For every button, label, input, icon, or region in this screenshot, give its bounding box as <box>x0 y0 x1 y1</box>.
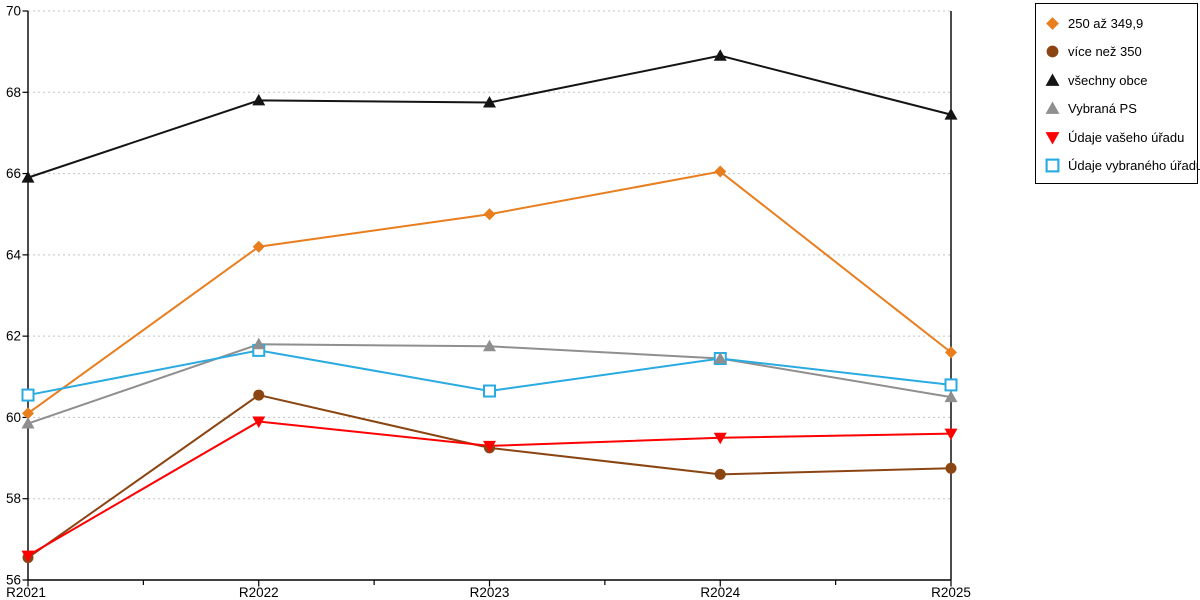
legend-item-5[interactable]: Údaje vybraného úřadu <box>1036 152 1200 181</box>
legend-label: všechny obce <box>1068 72 1148 88</box>
legend-label: Vybraná PS <box>1068 101 1137 117</box>
y-axis-ticks: 56 58 60 62 64 66 68 70 <box>6 4 28 588</box>
series-markers-3[interactable] <box>21 337 958 429</box>
legend-label: Údaje vybraného úřadu <box>1068 158 1200 174</box>
series-markers-4[interactable] <box>21 416 958 563</box>
legend-item-2[interactable]: všechny obce <box>1036 66 1197 95</box>
legend-marker-square-open-icon <box>1045 158 1060 173</box>
series-line-0 <box>27 170 952 415</box>
legend-item-0[interactable]: 250 až 349,9 <box>1036 9 1197 38</box>
y-tick-label-64: 64 <box>6 247 22 262</box>
y-tick-label-70: 70 <box>6 4 21 19</box>
y-tick-label-56: 56 <box>6 573 21 588</box>
legend-marker-triangle-up-icon <box>1045 101 1060 115</box>
series-line-1 <box>27 394 952 559</box>
legend-marker-circle-icon <box>1046 45 1059 58</box>
series-line-2 <box>27 54 952 179</box>
series-markers-2[interactable] <box>21 49 958 183</box>
legend-label: Údaje vašeho úřadu <box>1068 129 1185 145</box>
y-tick-label-60: 60 <box>6 410 21 425</box>
x-tick-label-R2022: R2022 <box>239 585 279 600</box>
y-tick-label-66: 66 <box>6 166 21 181</box>
y-tick-label-62: 62 <box>6 329 21 344</box>
x-tick-label-R2023: R2023 <box>470 585 510 600</box>
series-markers-0[interactable] <box>22 165 957 420</box>
y-tick-label-58: 58 <box>6 491 21 506</box>
legend-item-1[interactable]: více než 350 <box>1036 38 1197 67</box>
y-tick-label-68: 68 <box>6 85 21 100</box>
series-line-3 <box>27 343 952 425</box>
legend-label: více než 350 <box>1068 44 1142 60</box>
legend-marker-triangle-down-icon <box>1045 131 1060 145</box>
legend-marker-diamond-icon <box>1046 16 1059 30</box>
x-tick-label-R2025: R2025 <box>931 585 971 600</box>
x-tick-label-R2024: R2024 <box>700 585 740 600</box>
legend: 250 až 349,9 více než 350 všechny obce Vybr… <box>1035 3 1200 184</box>
legend-marker-triangle-up-icon <box>1045 73 1060 86</box>
x-axis-ticks: R2021 R2022 R2023 R2024 R2025 <box>6 580 971 600</box>
legend-label: 250 až 349,9 <box>1068 15 1144 31</box>
x-tick-label-R2021: R2021 <box>6 585 46 600</box>
gridlines <box>28 10 951 500</box>
series-markers-5[interactable] <box>21 343 958 402</box>
legend-item-4[interactable]: Údaje vašeho úřadu <box>1036 123 1197 152</box>
legend-item-3[interactable]: Vybraná PS <box>1036 95 1197 124</box>
